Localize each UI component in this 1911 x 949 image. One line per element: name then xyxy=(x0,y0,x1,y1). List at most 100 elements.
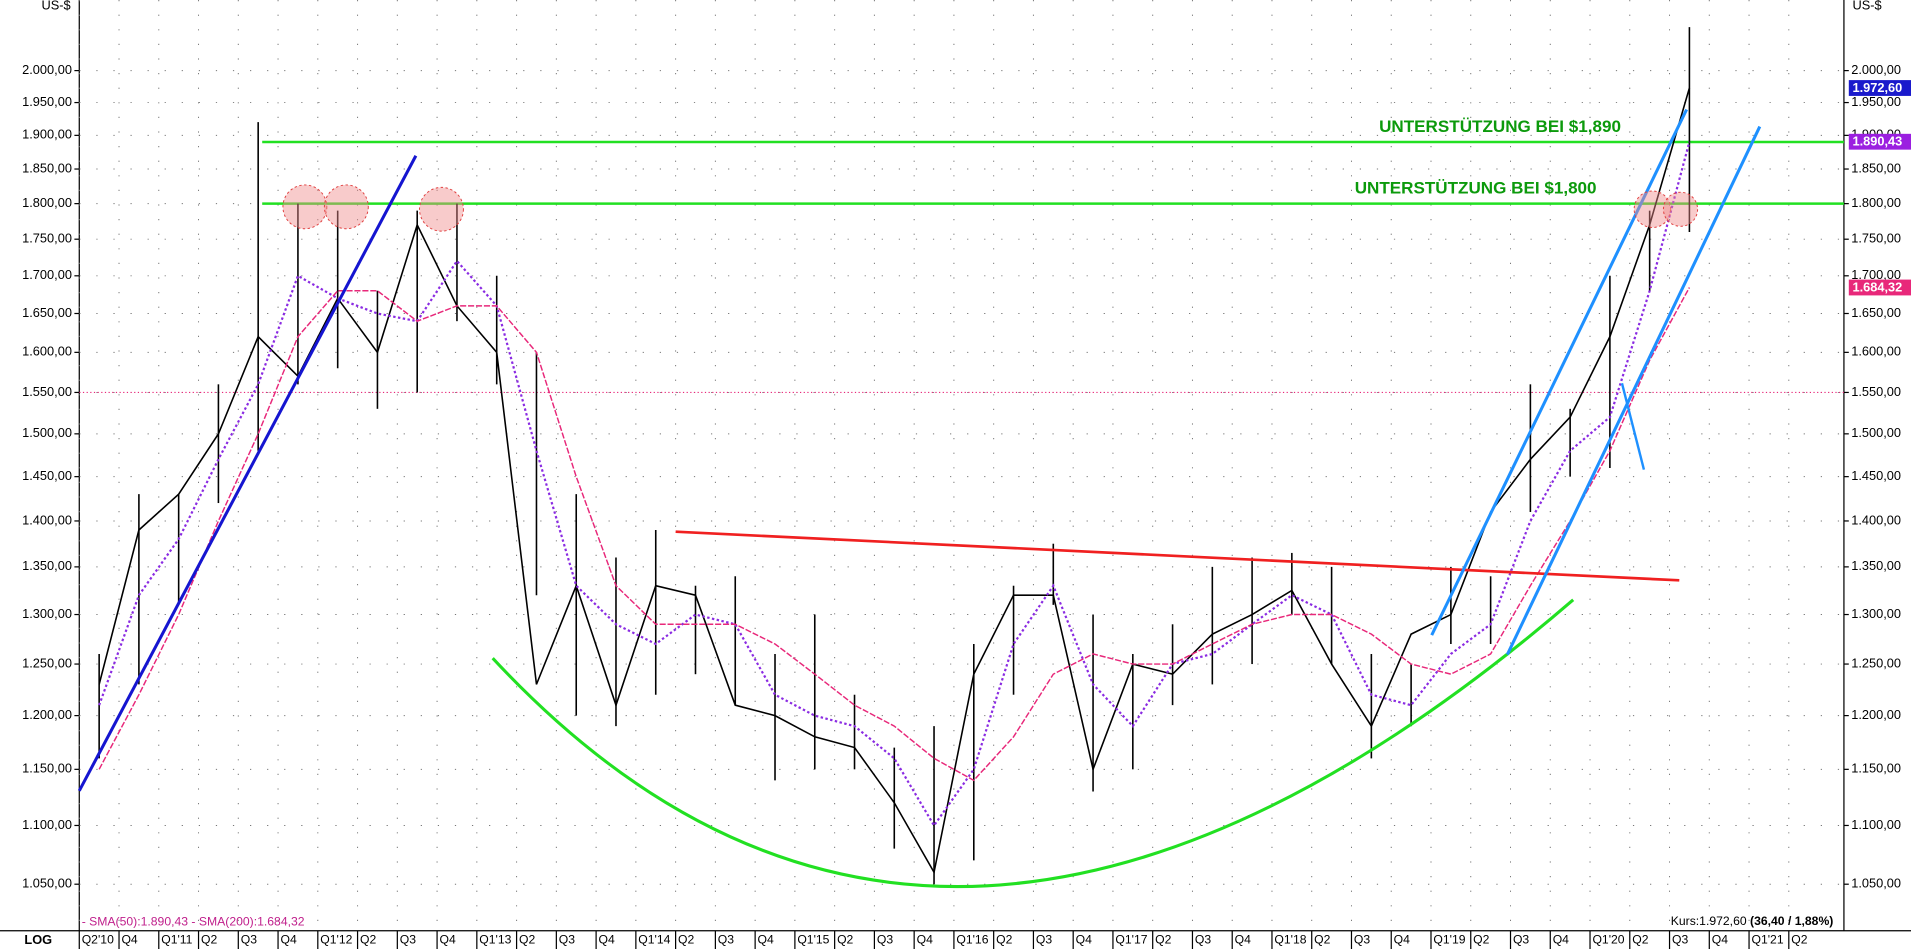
y-tick-label: 1.050,00 xyxy=(22,876,72,891)
y-tick-label: 1.550,00 xyxy=(1851,384,1901,399)
grid: 1.050,00 1.050,00 1.100,00 1.100,00 1.150,00… xyxy=(22,0,1901,949)
y-tick-label: 1.800,00 xyxy=(22,195,72,210)
y-tick-label: 1.700,00 xyxy=(22,267,72,282)
channel-line xyxy=(1430,108,1688,636)
x-tick-label: Q3 xyxy=(400,933,416,947)
quote-change: (36,40 / 1,88%) xyxy=(1750,914,1833,928)
x-tick-label: Q3 xyxy=(718,933,734,947)
series-line xyxy=(98,87,1691,875)
highlight-circle xyxy=(323,184,369,230)
y-tick-label: 1.900,00 xyxy=(22,127,72,142)
scale-label: LOG xyxy=(24,932,52,947)
y-tick-label: 1.650,00 xyxy=(1851,305,1901,320)
y-tick-label: 1.450,00 xyxy=(1851,468,1901,483)
x-tick-label: Q2 xyxy=(996,933,1012,947)
x-tick-label: Q1'21 xyxy=(1751,933,1783,947)
y-tick-label: 1.950,00 xyxy=(22,94,72,109)
support-label: UNTERSTÜTZUNG BEI $1,890 xyxy=(1379,117,1621,136)
y-tick-label: 1.050,00 xyxy=(1851,876,1901,891)
x-tick-label: Q3 xyxy=(241,933,257,947)
cup-curve xyxy=(491,598,1575,888)
x-tick-label: Q2'10 xyxy=(82,933,114,947)
x-tick-label: Q4 xyxy=(280,933,296,947)
x-tick-label: Q3 xyxy=(1354,933,1370,947)
series-line xyxy=(98,141,1691,828)
x-tick-label: Q2 xyxy=(360,933,376,947)
x-tick-label: Q2 xyxy=(1155,933,1171,947)
price-label: 1.972,60 xyxy=(1852,80,1902,95)
price-label-box xyxy=(1848,279,1911,296)
highlight-circle xyxy=(282,184,328,230)
x-tick-label: Q1'15 xyxy=(797,933,829,947)
quote-price: Kurs:1.972,60 xyxy=(1671,914,1747,928)
y-axis-label: US-$ xyxy=(1852,0,1881,12)
price-label: 1.890,43 xyxy=(1852,134,1902,149)
y-tick-label: 1.100,00 xyxy=(22,817,72,832)
support-label: UNTERSTÜTZUNG BEI $1,800 xyxy=(1355,179,1597,198)
y-tick-label: 1.600,00 xyxy=(22,344,72,359)
y-tick-label: 1.500,00 xyxy=(22,425,72,440)
y-tick-label: 1.200,00 xyxy=(22,707,72,722)
y-tick-label: 1.350,00 xyxy=(22,558,72,573)
x-tick-label: Q1'19 xyxy=(1433,933,1465,947)
y-tick-label: 1.150,00 xyxy=(1851,761,1901,776)
x-tick-label: Q4 xyxy=(440,933,456,947)
highlight-circle xyxy=(1633,190,1672,229)
x-tick-label: Q1'17 xyxy=(1115,933,1147,947)
y-tick-label: 1.850,00 xyxy=(1851,160,1901,175)
y-tick-label: 2.000,00 xyxy=(22,62,72,77)
x-tick-label: Q2 xyxy=(678,933,694,947)
highlight-circle xyxy=(419,186,464,232)
x-tick-label: Q3 xyxy=(559,933,575,947)
y-tick-label: 1.450,00 xyxy=(22,468,72,483)
x-tick-label: Q1'16 xyxy=(956,933,988,947)
highlight-circle xyxy=(1662,191,1699,227)
trend-line xyxy=(77,155,418,792)
x-tick-label: Q1'14 xyxy=(638,933,670,947)
y-tick-label: 1.350,00 xyxy=(1851,558,1901,573)
y-tick-label: 1.750,00 xyxy=(22,231,72,246)
y-tick-label: 1.600,00 xyxy=(1851,344,1901,359)
price-label-box xyxy=(1848,80,1911,96)
x-tick-label: Q4 xyxy=(121,933,137,947)
y-axis-label: US-$ xyxy=(41,0,70,12)
x-tick-label: Q3 xyxy=(877,933,893,947)
x-tick-label: Q2 xyxy=(1791,933,1807,947)
x-tick-label: Q1'12 xyxy=(320,933,352,947)
trend-lines xyxy=(77,108,1762,888)
x-tick-label: Q2 xyxy=(1632,933,1648,947)
channel-line xyxy=(1505,125,1762,656)
x-tick-label: Q4 xyxy=(1235,933,1251,947)
x-tick-label: Q3 xyxy=(1672,933,1688,947)
y-tick-label: 1.800,00 xyxy=(1851,195,1901,210)
x-tick-label: Q3 xyxy=(1036,933,1052,947)
x-tick-label: Q3 xyxy=(1195,933,1211,947)
y-tick-label: 1.950,00 xyxy=(1851,94,1901,109)
x-tick-label: Q2 xyxy=(201,933,217,947)
x-tick-label: Q1'18 xyxy=(1274,933,1306,947)
x-tick-label: Q2 xyxy=(1473,933,1489,947)
y-tick-label: 1.300,00 xyxy=(1851,606,1901,621)
series-line xyxy=(98,287,1691,782)
channel-line xyxy=(1620,382,1646,470)
x-tick-label: Q4 xyxy=(1712,933,1728,947)
y-tick-label: 1.650,00 xyxy=(22,305,72,320)
y-tick-label: 1.850,00 xyxy=(22,160,72,175)
x-tick-label: Q4 xyxy=(917,933,933,947)
x-tick-label: Q2 xyxy=(837,933,853,947)
quote: Kurs:1.972,60 (36,40 / 1,88%) xyxy=(1671,914,1834,928)
y-tick-label: 1.150,00 xyxy=(22,761,72,776)
marks: UNTERSTÜTZUNG BEI $1,890 UNTERSTÜTZUNG BE… xyxy=(79,27,1911,885)
price-label: 1.684,32 xyxy=(1852,279,1902,294)
x-tick-label: Q1'20 xyxy=(1592,933,1624,947)
y-tick-label: 1.400,00 xyxy=(1851,512,1901,527)
y-tick-label: 1.500,00 xyxy=(1851,425,1901,440)
y-tick-label: 1.750,00 xyxy=(1851,231,1901,246)
x-tick-label: Q1'11 xyxy=(161,933,192,947)
y-tick-label: 1.250,00 xyxy=(22,655,72,670)
resistance-line xyxy=(675,530,1680,582)
y-tick-label: 1.700,00 xyxy=(1851,267,1901,282)
x-tick-label: Q4 xyxy=(599,933,615,947)
x-tick-label: Q4 xyxy=(1076,933,1092,947)
y-tick-label: 1.300,00 xyxy=(22,606,72,621)
